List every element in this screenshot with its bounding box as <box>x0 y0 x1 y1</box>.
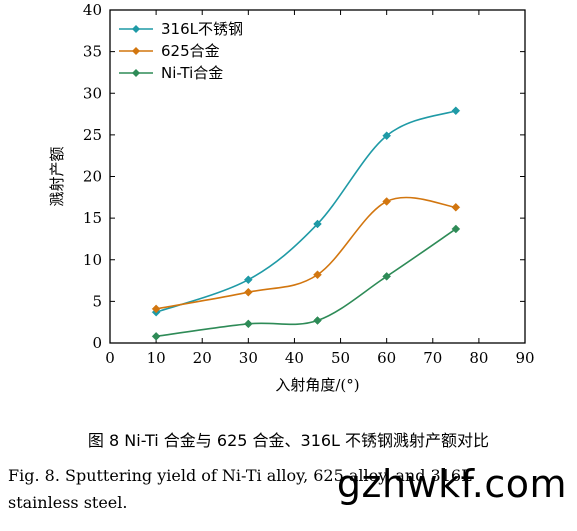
series-3-point-1 <box>151 331 161 341</box>
figure-caption-chinese: 图 8 Ni-Ti 合金与 625 合金、316L 不锈钢溅射产额对比 <box>87 431 490 450</box>
series-1-point-4 <box>382 131 392 141</box>
series-1-point-2 <box>243 275 253 285</box>
series-2-point-5 <box>451 202 461 212</box>
series-2-point-2 <box>243 287 253 297</box>
y-tick-label: 30 <box>83 84 102 102</box>
series-3-point-5 <box>451 224 461 234</box>
y-tick-label: 25 <box>83 126 102 144</box>
x-tick-label: 30 <box>239 349 258 367</box>
y-tick-label: 10 <box>83 251 102 269</box>
x-tick-label: 60 <box>377 349 396 367</box>
series-3-point-4 <box>382 272 392 281</box>
figure-caption-english-line1: Fig. 8. Sputtering yield of Ni-Ti alloy,… <box>8 466 472 485</box>
sputtering-yield-chart: 0 10 20 30 40 50 60 70 80 90 0 5 10 15 20 25 30 35 40 入射角度/… <box>48 1 535 394</box>
series-1-legend-label: 316L不锈钢 <box>161 20 243 38</box>
series-3-line <box>156 228 457 338</box>
y-tick-label: 40 <box>83 1 102 19</box>
y-tick-label: 15 <box>83 209 102 227</box>
x-tick-label: 80 <box>469 349 488 367</box>
series-3-legend-label: Ni-Ti合金 <box>161 64 223 82</box>
y-tick-label: 5 <box>92 292 102 310</box>
series-1-legend-marker <box>132 25 140 33</box>
series-1-point-5 <box>451 106 461 116</box>
x-tick-label: 20 <box>193 349 212 367</box>
y-tick-label: 0 <box>92 334 102 352</box>
x-axis-label: 入射角度/(°) <box>275 376 359 394</box>
series-2-legend-marker <box>132 47 140 55</box>
figure-caption-english-line2: stainless steel. <box>8 493 128 512</box>
series-1-line <box>155 109 457 313</box>
x-tick-label: 40 <box>285 349 304 367</box>
x-tick-label: 10 <box>147 349 166 367</box>
y-tick-label: 20 <box>83 168 102 186</box>
series-2-legend-label: 625合金 <box>161 42 220 60</box>
series-3-legend-marker <box>132 69 140 77</box>
x-tick-label: 70 <box>423 349 442 367</box>
series-1-point-3 <box>313 219 322 229</box>
y-tick-label: 35 <box>83 43 102 61</box>
series-2-point-4 <box>382 197 392 206</box>
y-axis-label: 溅射产额 <box>48 146 66 206</box>
series-2-line <box>155 196 456 310</box>
x-tick-label: 50 <box>331 349 350 367</box>
x-tick-label: 90 <box>515 349 534 367</box>
series-2-point-1 <box>151 304 161 314</box>
series-3-point-2 <box>243 319 253 329</box>
series-3-point-3 <box>313 316 322 325</box>
watermark: gzhwkf.com <box>336 462 567 506</box>
x-tick-label: 0 <box>105 349 115 367</box>
series-2-point-3 <box>313 270 322 280</box>
